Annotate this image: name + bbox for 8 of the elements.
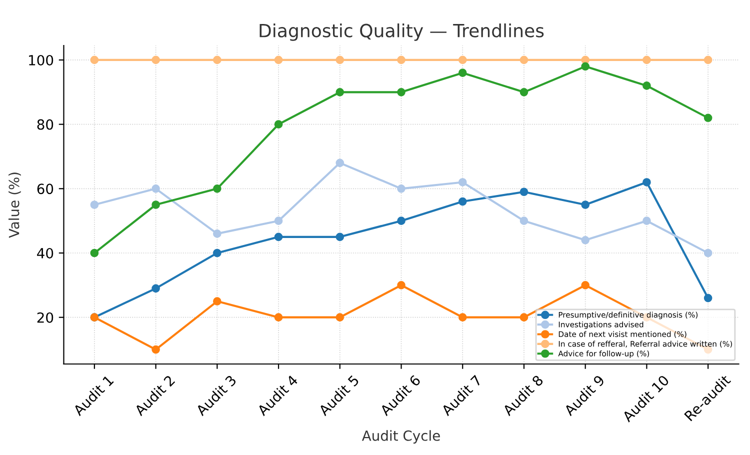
chart-title: Diagnostic Quality — Trendlines	[260, 23, 544, 41]
y-tick-label: 20	[37, 312, 54, 323]
x-axis-title: Audit Cycle	[362, 430, 440, 444]
y-axis-title: Value (%)	[8, 172, 21, 238]
y-tick-label: 60	[37, 184, 54, 194]
y-tick-label: 40	[37, 248, 54, 258]
y-tick-label: 80	[37, 119, 54, 130]
y-tick-label: 100	[29, 54, 54, 66]
